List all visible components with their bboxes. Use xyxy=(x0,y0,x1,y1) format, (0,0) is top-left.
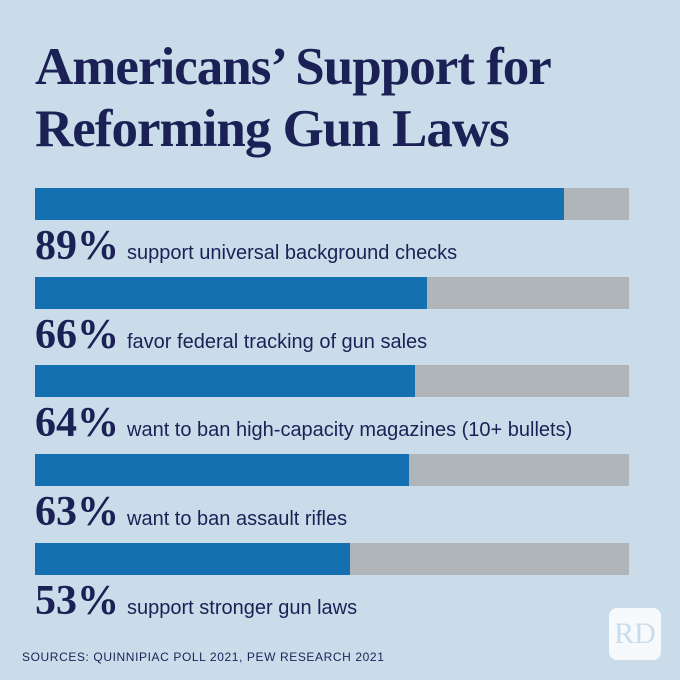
bar-track xyxy=(35,365,629,398)
category-label: support universal background checks xyxy=(127,242,458,264)
bar xyxy=(35,276,428,309)
bar-track xyxy=(35,542,629,575)
bar-label: 53% support stronger gun laws xyxy=(35,577,357,625)
bar-track xyxy=(35,276,629,309)
value-label: 66% xyxy=(35,311,119,358)
value-label: 89% xyxy=(35,223,119,269)
category-label: favor federal tracking of gun sales xyxy=(127,330,428,353)
category-label: support stronger gun laws xyxy=(127,596,358,619)
value-label: 53% xyxy=(35,577,119,624)
bar-label: 63% want to ban assault rifles xyxy=(35,488,347,536)
bar-label: 66% favor federal tracking of gun sales xyxy=(35,311,427,359)
value-label: 63% xyxy=(35,489,119,536)
category-label: want to ban high-capacity magazines (10+… xyxy=(127,419,573,442)
chart-title: Americans’ Support for Reforming Gun Law… xyxy=(35,38,551,158)
source: SOURCES: QUINNIPIAC POLL 2021, PEW RESEA… xyxy=(22,650,385,664)
category-label: want to ban assault rifles xyxy=(127,508,348,531)
bar xyxy=(35,542,350,575)
bar-label: 89% support universal background checks xyxy=(35,222,457,270)
bar-track xyxy=(35,188,629,220)
bar xyxy=(35,365,416,398)
bar-label: 64% want to ban high-capacity magazines (… xyxy=(35,399,572,447)
bar xyxy=(35,188,564,220)
bar-track xyxy=(35,454,629,487)
value-label: 64% xyxy=(35,400,119,447)
logo: RD xyxy=(609,608,661,660)
bar xyxy=(35,454,410,487)
